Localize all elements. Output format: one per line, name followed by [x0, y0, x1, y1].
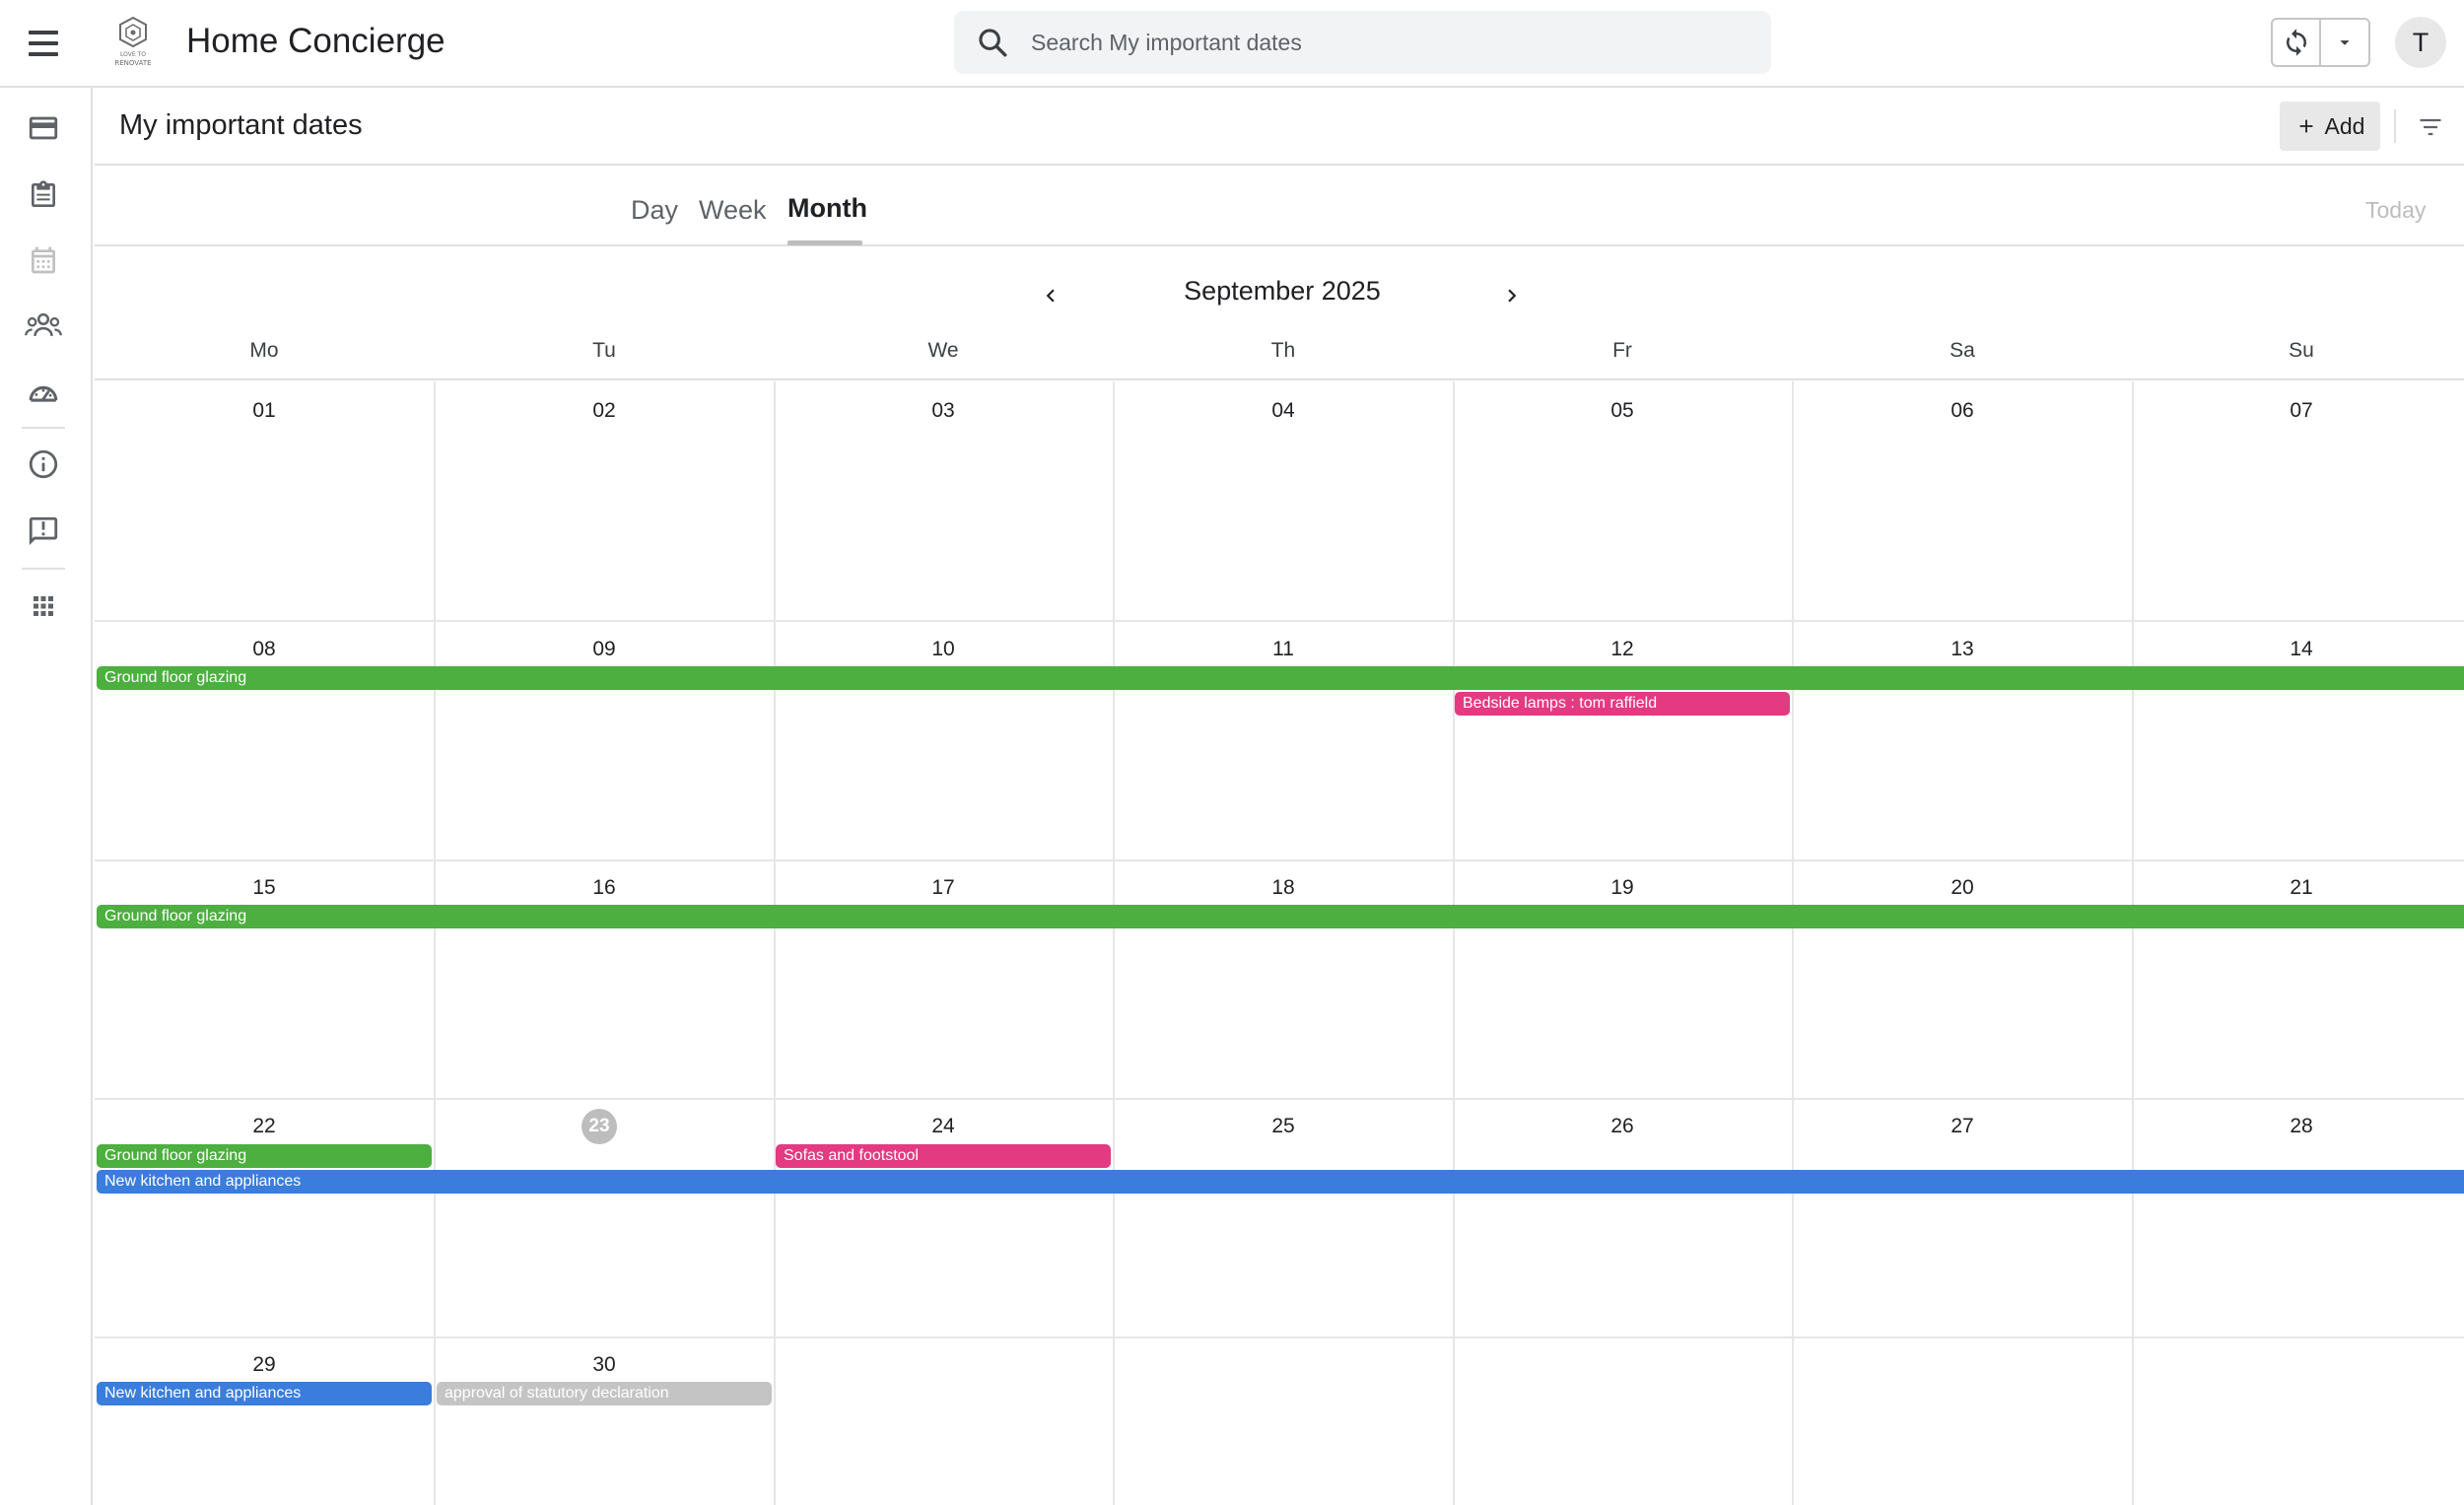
clipboard-icon[interactable] [20, 171, 67, 219]
day-number[interactable]: 16 [592, 876, 616, 899]
today-indicator[interactable]: 23 [582, 1109, 617, 1144]
sidebar-nav [0, 88, 93, 1505]
weekday-label: Fr [1612, 339, 1632, 362]
sync-icon[interactable] [2273, 20, 2322, 65]
day-number[interactable]: 02 [592, 399, 616, 422]
view-tabs: Day Week Month Today [95, 166, 2464, 246]
dashboard-icon[interactable] [20, 370, 67, 417]
info-icon[interactable] [20, 441, 67, 488]
tab-day[interactable]: Day [631, 195, 679, 225]
day-number[interactable]: 30 [592, 1353, 616, 1376]
hamburger-menu-icon[interactable] [22, 22, 65, 65]
day-number[interactable]: 09 [592, 638, 616, 660]
event-chip[interactable]: approval of statutory declaration [437, 1382, 772, 1405]
grid-line [1113, 381, 1115, 1505]
day-number[interactable]: 12 [1610, 638, 1634, 660]
event-chip[interactable]: Ground floor glazing [97, 905, 2464, 928]
active-tab-indicator [787, 240, 862, 245]
people-icon[interactable] [20, 303, 67, 350]
today-button[interactable]: Today [2365, 197, 2427, 223]
month-grid[interactable]: 01 02 03 04 05 06 07 08 09 10 11 12 13 1… [95, 381, 2464, 1505]
add-button-label: Add [2324, 112, 2365, 139]
day-number[interactable]: 05 [1610, 399, 1634, 422]
day-number[interactable]: 07 [2290, 399, 2313, 422]
event-chip[interactable]: Ground floor glazing [97, 666, 2464, 690]
weekday-label: Su [2289, 339, 2314, 362]
day-number[interactable]: 13 [1951, 638, 1974, 660]
day-number[interactable]: 24 [931, 1115, 955, 1137]
top-app-bar: LOVE TO RENOVATE Home Concierge T [0, 0, 2464, 88]
day-number[interactable]: 22 [252, 1115, 276, 1137]
weekday-label: Mo [249, 339, 279, 362]
day-number[interactable]: 14 [2290, 638, 2313, 660]
grid-line [774, 381, 776, 1505]
card-icon[interactable] [20, 104, 67, 152]
event-chip[interactable]: Ground floor glazing [97, 1144, 432, 1168]
plus-icon [2299, 119, 2312, 133]
love-to-renovate-logo[interactable]: LOVE TO RENOVATE [102, 16, 165, 69]
day-number[interactable]: 08 [252, 638, 276, 660]
grid-line [95, 620, 2464, 622]
filter-icon[interactable] [2413, 109, 2448, 145]
chevron-down-icon[interactable] [2321, 20, 2368, 65]
month-navigation: September 2025 [95, 246, 2464, 325]
weekday-label: Th [1270, 339, 1296, 362]
tab-month[interactable]: Month [787, 193, 867, 223]
logo-text-bottom: RENOVATE [114, 59, 151, 67]
grid-line [95, 1336, 2464, 1338]
weekday-header: Mo Tu We Th Fr Sa Su [95, 325, 2464, 380]
user-avatar[interactable]: T [2395, 17, 2446, 68]
sync-button-group [2271, 18, 2370, 67]
event-chip[interactable]: Bedside lamps : tom raffield [1455, 692, 1790, 716]
sidebar-divider [22, 568, 65, 570]
day-number[interactable]: 20 [1951, 876, 1974, 899]
day-number[interactable]: 18 [1271, 876, 1295, 899]
feedback-icon[interactable] [20, 508, 67, 555]
event-chip[interactable]: New kitchen and appliances [97, 1170, 2464, 1194]
day-number[interactable]: 01 [252, 399, 276, 422]
event-chip[interactable]: Sofas and footstool [776, 1144, 1111, 1168]
grid-line [95, 1098, 2464, 1100]
search-input[interactable] [1031, 11, 1741, 74]
search-bar[interactable] [954, 11, 1771, 74]
chevron-left-icon[interactable] [1031, 276, 1070, 315]
day-number[interactable]: 06 [1951, 399, 1974, 422]
chevron-right-icon[interactable] [1492, 276, 1532, 315]
grid-line [1792, 381, 1794, 1505]
app-title: Home Concierge [186, 22, 445, 60]
day-number[interactable]: 28 [2290, 1115, 2313, 1137]
weekday-label: Sa [1950, 339, 1975, 362]
day-number[interactable]: 03 [931, 399, 955, 422]
logo-text-top: LOVE TO [120, 51, 146, 58]
day-number[interactable]: 10 [931, 638, 955, 660]
day-number[interactable]: 25 [1271, 1115, 1295, 1137]
day-number[interactable]: 19 [1610, 876, 1634, 899]
calendar-icon[interactable] [20, 237, 67, 284]
header-divider [2394, 109, 2396, 143]
tab-week[interactable]: Week [699, 195, 767, 225]
search-icon [979, 29, 1007, 57]
grid-line [2132, 381, 2134, 1505]
day-number[interactable]: 21 [2290, 876, 2313, 899]
weekday-label: We [927, 339, 959, 362]
day-number[interactable]: 29 [252, 1353, 276, 1376]
grid-line [434, 381, 436, 1505]
day-number[interactable]: 11 [1272, 638, 1294, 660]
day-number[interactable]: 17 [931, 876, 955, 899]
weekday-label: Tu [592, 339, 616, 362]
event-chip[interactable]: New kitchen and appliances [97, 1382, 432, 1405]
add-button[interactable]: Add [2280, 102, 2380, 151]
month-label: September 2025 [1184, 276, 1381, 306]
apps-grid-icon[interactable] [20, 582, 67, 630]
grid-line [95, 859, 2464, 861]
sidebar-divider [22, 427, 65, 429]
day-number[interactable]: 04 [1271, 399, 1295, 422]
day-number[interactable]: 26 [1610, 1115, 1634, 1137]
page-header: My important dates Add [95, 88, 2464, 166]
page-title: My important dates [119, 109, 363, 141]
day-number[interactable]: 15 [252, 876, 276, 899]
day-number[interactable]: 27 [1951, 1115, 1974, 1137]
grid-line [1453, 381, 1455, 1505]
